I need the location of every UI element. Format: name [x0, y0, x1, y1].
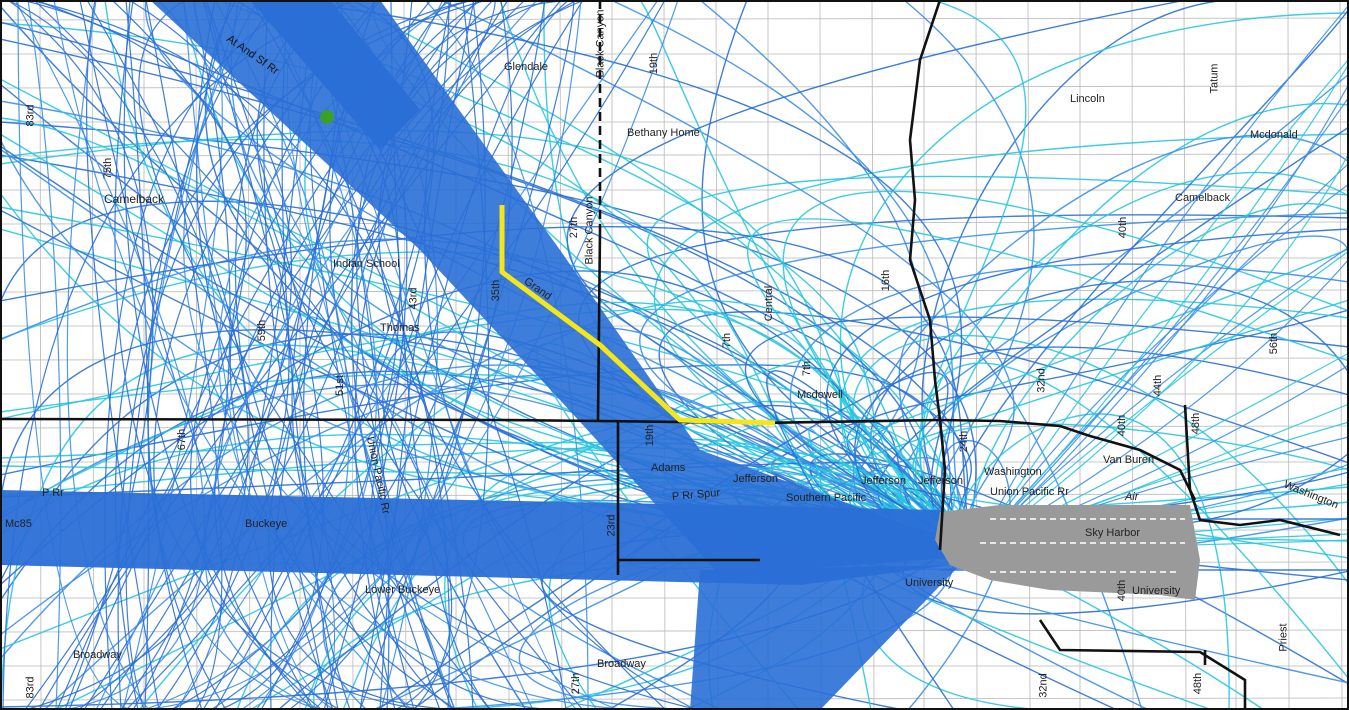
rail-label: P Rr	[42, 487, 64, 499]
street-label: 83rd	[24, 104, 37, 127]
street-label: Indian School	[333, 258, 400, 270]
street-label: 48th	[1190, 412, 1203, 435]
street-label: Broadway	[73, 649, 122, 661]
street-label: Tatum	[1208, 63, 1221, 94]
street-label: Van Buren	[1103, 454, 1155, 466]
street-label: Buckeye	[245, 518, 288, 530]
street-label: Lower Buckeye	[365, 584, 441, 596]
street-label: 7th	[801, 360, 814, 377]
street-label: Mcdonald	[1250, 129, 1298, 141]
street-label: 40th	[1117, 216, 1130, 239]
rail-label: Union Pacific Rr	[990, 486, 1069, 498]
street-label: 48th	[1192, 672, 1205, 695]
origin-marker	[320, 110, 334, 124]
street-label: Bethany Home	[627, 127, 700, 139]
street-label: Jefferson	[733, 473, 779, 485]
street-label: Black Canyon	[583, 196, 596, 265]
street-label: 32nd	[1037, 673, 1050, 698]
street-label: Washington	[984, 466, 1042, 478]
street-label: Black Canyon	[594, 9, 607, 78]
street-label: Camelback	[104, 192, 165, 206]
street-label: 56th	[1268, 332, 1281, 355]
street-label: Central	[763, 285, 776, 322]
rail-label: Southern Pacific	[786, 492, 867, 504]
street-label: Camelback	[1175, 192, 1231, 204]
street-label: 75th	[102, 157, 115, 180]
street-label: 59th	[256, 319, 269, 342]
street-label: 83rd	[24, 676, 37, 699]
street-label: 16th	[880, 269, 893, 292]
street-label: 27th	[568, 216, 581, 239]
sky-harbor-airport	[935, 505, 1200, 600]
street-label: Adams	[651, 462, 686, 474]
street-label: Thomas	[380, 322, 420, 334]
street-label: 67th	[176, 428, 189, 451]
street-label: Jefferson	[918, 475, 964, 487]
street-label: 19th	[644, 424, 657, 447]
street-label: 24th	[958, 430, 971, 453]
street-label: 19th	[648, 52, 661, 75]
street-label: 32nd	[1035, 368, 1048, 393]
street-label: Priest	[1277, 623, 1290, 652]
street-label: Mc85	[5, 518, 32, 530]
street-label: 44th	[1152, 374, 1165, 397]
airport-label: Sky Harbor	[1085, 527, 1141, 539]
street-label: Broadway	[597, 658, 646, 670]
street-label: 27th	[570, 672, 583, 695]
street-label: 51st	[333, 375, 346, 396]
street-label: 43rd	[407, 287, 420, 310]
rail-label: Air	[1125, 491, 1139, 503]
street-label: Glendale	[504, 61, 549, 73]
street-label: Mcdowell	[797, 389, 843, 401]
street-label: 40th	[1116, 414, 1129, 437]
street-label: 35th	[490, 279, 503, 302]
street-label: 7th	[721, 332, 734, 349]
street-label: Jefferson	[861, 475, 907, 487]
highlighted-route	[499, 205, 776, 426]
street-label: Lincoln	[1070, 93, 1105, 105]
street-label: 40th	[1116, 579, 1129, 602]
street-label: University	[905, 577, 954, 589]
street-label: 23rd	[605, 514, 618, 537]
street-label: University	[1132, 585, 1181, 597]
